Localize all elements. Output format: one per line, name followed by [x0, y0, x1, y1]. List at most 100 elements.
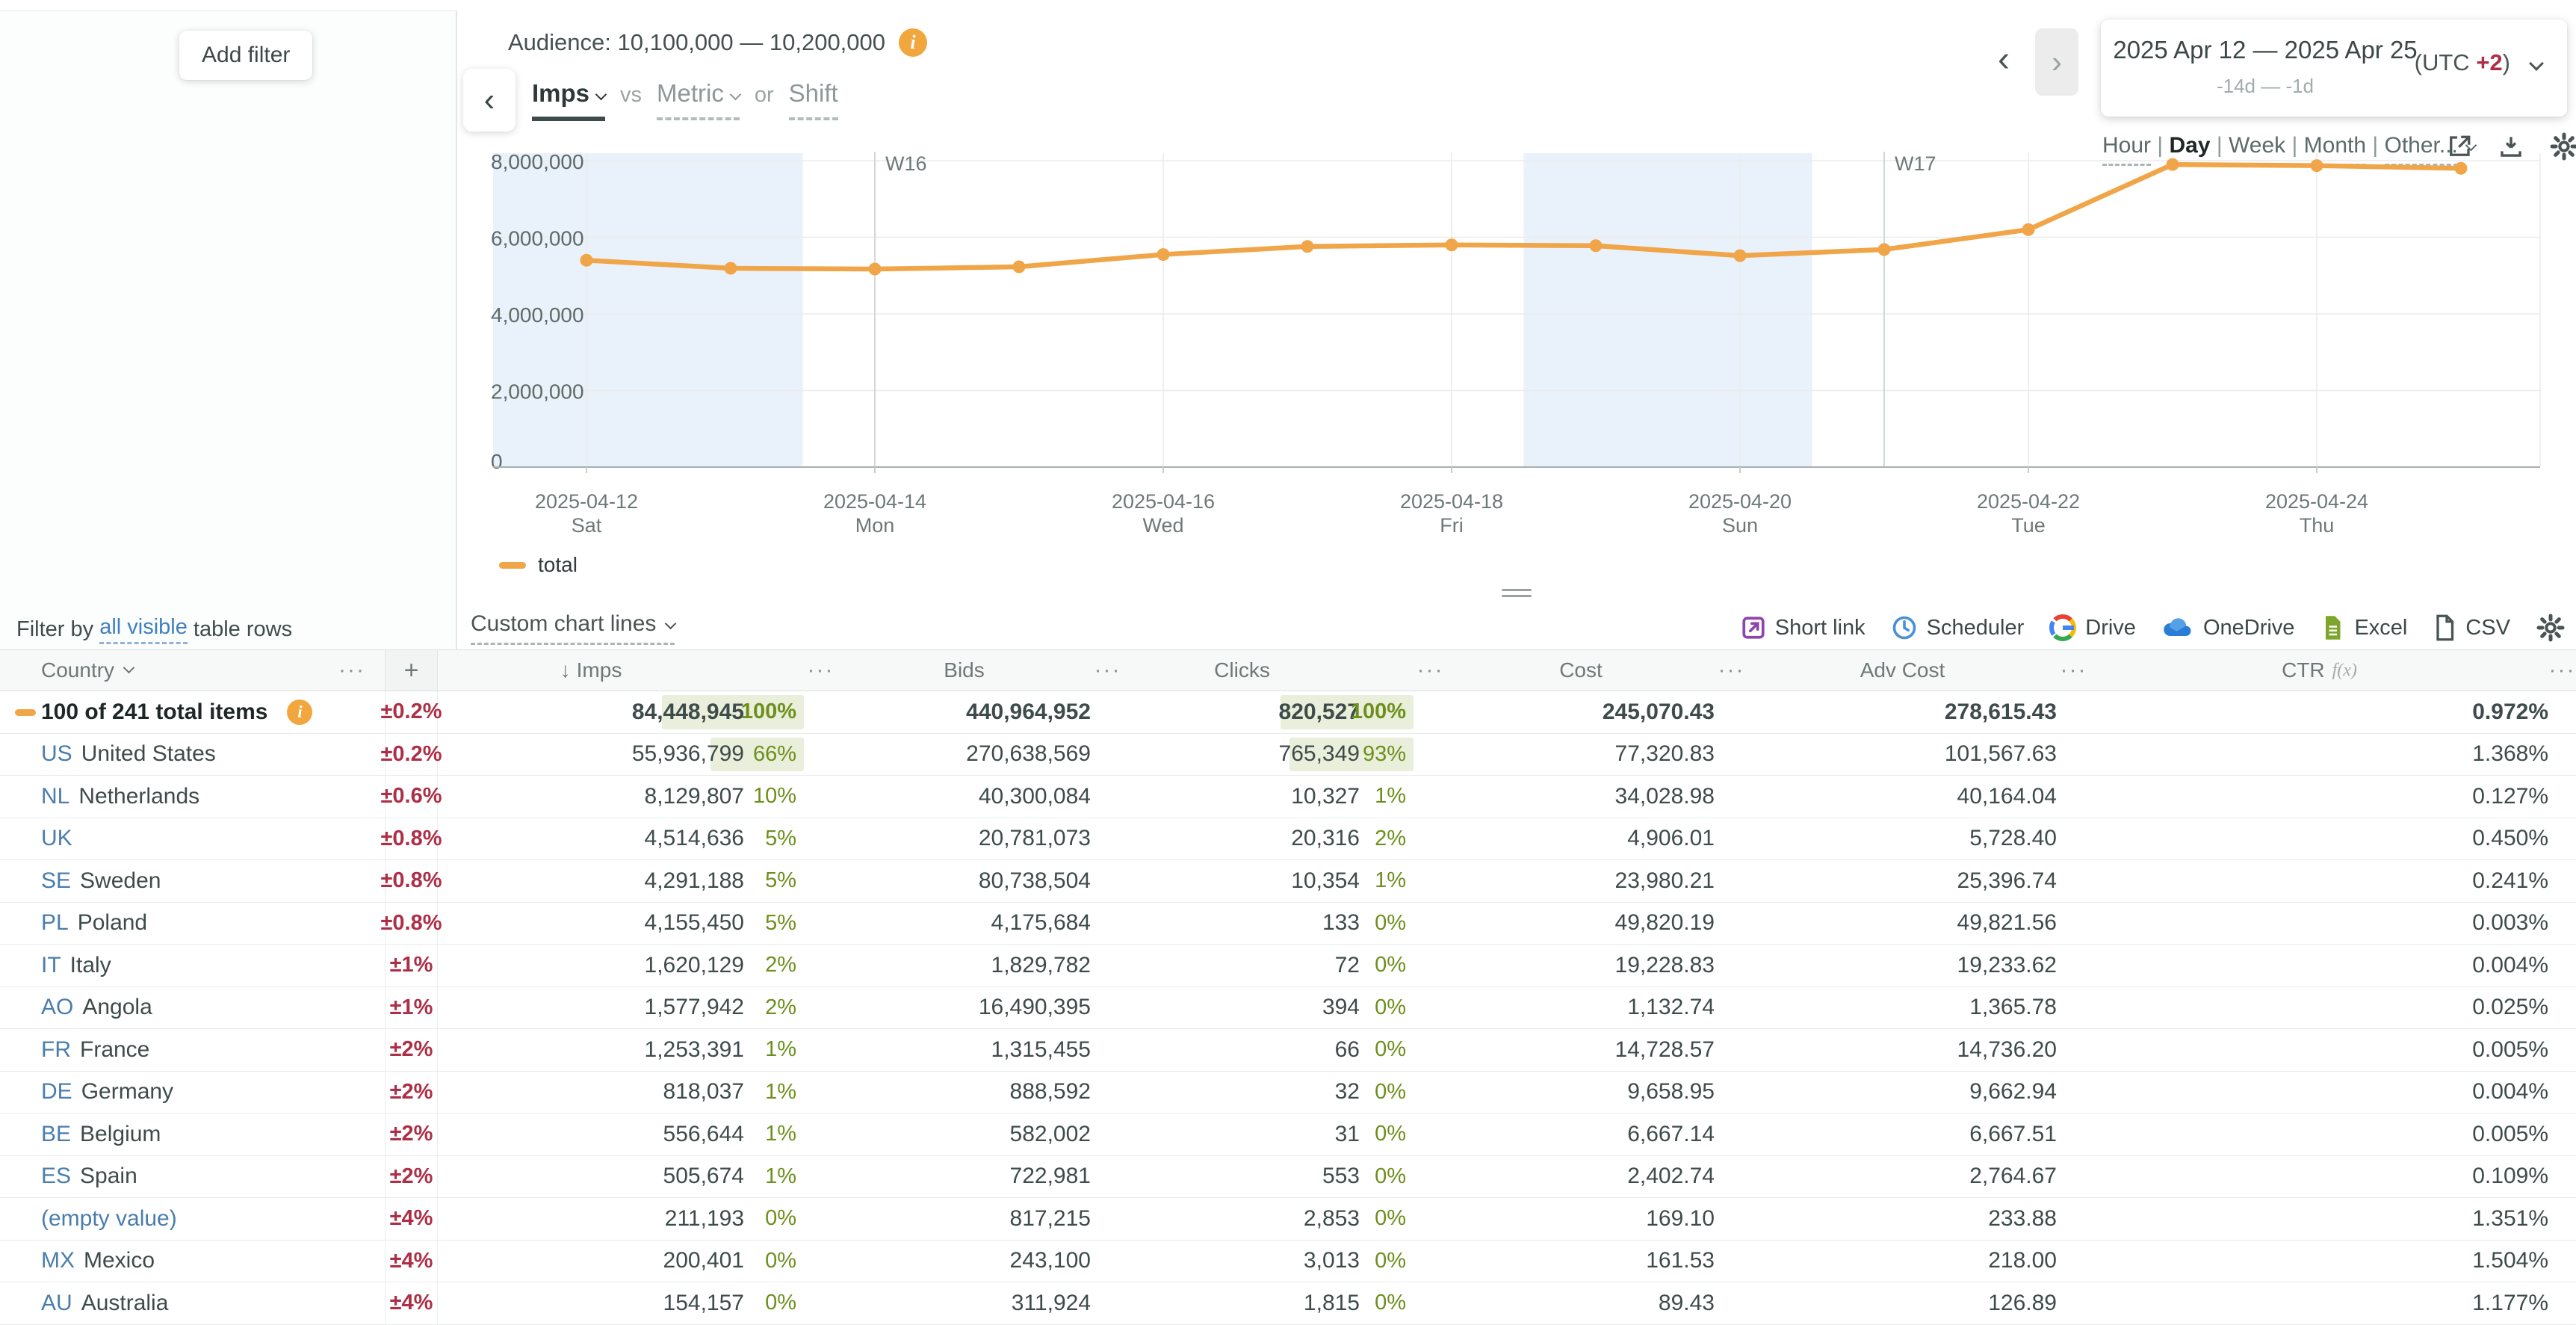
- sampling-error-cell: ±0.8%: [381, 818, 442, 860]
- svg-text:2025-04-18: 2025-04-18: [1400, 490, 1503, 513]
- spacer: [1715, 860, 1748, 902]
- download-icon[interactable]: [2498, 134, 2524, 159]
- country-cell[interactable]: ES Spain: [0, 1156, 385, 1198]
- filter-by-all-visible-link[interactable]: all visible: [99, 615, 188, 644]
- ctr-column-menu-icon[interactable]: ···: [2548, 658, 2576, 682]
- spacer: [2548, 734, 2576, 776]
- country-cell[interactable]: AU Australia: [0, 1282, 385, 1324]
- country-cell[interactable]: SE Sweden: [0, 860, 385, 902]
- open-in-new-icon[interactable]: [2446, 133, 2473, 160]
- column-header-clicks[interactable]: Clicks: [1214, 658, 1270, 682]
- country-cell[interactable]: IT Italy: [0, 945, 385, 986]
- granularity-option-hour[interactable]: Hour: [2102, 133, 2152, 166]
- clicks-column-menu-icon[interactable]: ···: [1417, 658, 1444, 682]
- csv-file-icon: [2433, 614, 2456, 641]
- table-row[interactable]: UK ±0.8% 4,514,636 5% 20,781,073 20,316 2% 4,90…: [0, 818, 2576, 861]
- imps-cell: 200,401: [663, 1248, 744, 1273]
- country-cell[interactable]: US United States: [0, 734, 385, 776]
- date-prev-button[interactable]: ‹: [1998, 40, 2010, 79]
- imps-column-menu-icon[interactable]: ···: [807, 658, 835, 682]
- table-row[interactable]: (empty value) ±4% 211,193 0% 817,215 2,853 0% 1…: [0, 1198, 2576, 1241]
- spacer: [1414, 691, 1447, 733]
- granularity-option-day[interactable]: Day: [2169, 133, 2211, 158]
- table-row[interactable]: MX Mexico ±4% 200,401 0% 243,100 3,013 0% 161.53…: [0, 1240, 2576, 1283]
- svg-text:Wed: Wed: [1142, 514, 1183, 537]
- spacer: [1715, 776, 1748, 818]
- table-row[interactable]: AO Angola ±1% 1,577,942 2% 16,490,395 394 0% 1,1…: [0, 986, 2576, 1030]
- gear-icon[interactable]: [2549, 132, 2576, 161]
- column-header-bids[interactable]: Bids: [944, 658, 985, 682]
- column-header-country[interactable]: Country ···: [0, 650, 385, 691]
- table-row[interactable]: PL Poland ±0.8% 4,155,450 5% 4,175,684 133 0% 49…: [0, 902, 2576, 945]
- column-header-ctr[interactable]: CTR f(x): [2282, 658, 2357, 682]
- clicks-pct-cell: 0%: [1375, 1164, 1406, 1188]
- country-cell[interactable]: NL Netherlands: [0, 776, 385, 818]
- country-cell[interactable]: 100 of 241 total items i: [0, 691, 385, 733]
- country-cell[interactable]: MX Mexico: [0, 1241, 385, 1282]
- export-onedrive-button[interactable]: OneDrive: [2161, 615, 2294, 640]
- audience-label: Audience: 10,100,000 — 10,200,000: [508, 29, 886, 55]
- date-range-picker[interactable]: 2025 Apr 12 — 2025 Apr 25 -14d — -1d (UT…: [2101, 19, 2567, 117]
- spacer: [1414, 1198, 1447, 1240]
- granularity-option-other[interactable]: Other...: [2384, 133, 2458, 166]
- table-gear-icon[interactable]: [2536, 613, 2566, 643]
- imps-cell: 1,253,391: [644, 1037, 744, 1062]
- export-csv-button[interactable]: CSV: [2433, 614, 2510, 641]
- country-name: Italy: [69, 952, 111, 977]
- secondary-metric-dropdown[interactable]: Metric: [657, 79, 742, 120]
- table-row[interactable]: SE Sweden ±0.8% 4,291,188 5% 80,738,504 10,354…: [0, 860, 2576, 903]
- bids-column-menu-icon[interactable]: ···: [1094, 658, 1121, 682]
- svg-text:2025-04-16: 2025-04-16: [1112, 490, 1215, 513]
- export-short-link-button[interactable]: Short link: [1741, 615, 1866, 640]
- table-row[interactable]: FR France ±2% 1,253,391 1% 1,315,455 66 0% 14,72…: [0, 1029, 2576, 1072]
- shift-toggle[interactable]: Shift: [788, 79, 838, 120]
- column-header-cost[interactable]: Cost: [1559, 658, 1603, 682]
- country-cell[interactable]: AO Angola: [0, 987, 385, 1029]
- export-scheduler-button[interactable]: Scheduler: [1891, 614, 2024, 641]
- date-next-button[interactable]: ›: [2035, 28, 2078, 96]
- country-cell[interactable]: UK: [0, 818, 385, 860]
- chart-resize-handle[interactable]: [1502, 589, 1532, 601]
- info-icon[interactable]: i: [287, 699, 313, 725]
- primary-metric-dropdown[interactable]: Imps: [532, 79, 607, 121]
- bids-cell: 4,175,684: [991, 910, 1091, 936]
- country-column-menu-icon[interactable]: ···: [338, 658, 365, 682]
- country-cell[interactable]: BE Belgium: [0, 1114, 385, 1155]
- export-label: Drive: [2085, 615, 2136, 640]
- table-summary-row[interactable]: 100 of 241 total items i ±0.2% 84,448,945 10…: [0, 691, 2576, 734]
- table-row[interactable]: ES Spain ±2% 505,674 1% 722,981 553 0% 2,402.74 2…: [0, 1155, 2576, 1199]
- export-excel-button[interactable]: Excel: [2320, 614, 2407, 641]
- spacer: [804, 1282, 837, 1324]
- custom-chart-lines-dropdown[interactable]: Custom chart lines: [471, 611, 677, 645]
- table-row[interactable]: NL Netherlands ±0.6% 8,129,807 10% 40,300,084…: [0, 776, 2576, 818]
- table-row[interactable]: BE Belgium ±2% 556,644 1% 582,002 31 0% 6,667.14…: [0, 1114, 2576, 1156]
- cost-column-menu-icon[interactable]: ···: [1718, 658, 1745, 682]
- country-cell[interactable]: (empty value): [0, 1198, 385, 1240]
- country-name: Germany: [81, 1079, 174, 1105]
- adv-cost-cell: 101,567.63: [1944, 741, 2057, 767]
- timeseries-chart[interactable]: 0 2,000,000 4,000,000 6,000,000 8,000,000 W16…: [457, 135, 2576, 553]
- info-icon[interactable]: i: [899, 28, 928, 57]
- country-cell[interactable]: PL Poland: [0, 903, 385, 945]
- adv-cost-cell: 2,764.67: [1969, 1164, 2057, 1189]
- export-drive-button[interactable]: Drive: [2049, 614, 2136, 641]
- table-row[interactable]: DE Germany ±2% 818,037 1% 888,592 32 0% 9,658.95…: [0, 1071, 2576, 1114]
- table-row[interactable]: AU Australia ±4% 154,157 0% 311,924 1,815 0% 89.…: [0, 1282, 2576, 1325]
- granularity-option-week[interactable]: Week: [2229, 133, 2286, 166]
- orange-dash-icon[interactable]: [15, 709, 36, 716]
- add-filter-button[interactable]: Add filter: [179, 31, 313, 80]
- table-row[interactable]: US United States ±0.2% 55,936,799 66% 270,638…: [0, 733, 2576, 776]
- column-header-imps[interactable]: ↓ Imps: [560, 658, 622, 682]
- column-header-adv-cost[interactable]: Adv Cost: [1860, 658, 1945, 682]
- clicks-pct-cell: 0%: [1375, 1079, 1406, 1104]
- table-row[interactable]: IT Italy ±1% 1,620,129 2% 1,829,782 72 0% 19,228…: [0, 945, 2576, 987]
- ctr-cell: 0.450%: [2472, 826, 2548, 851]
- country-cell[interactable]: DE Germany: [0, 1072, 385, 1114]
- add-column-button[interactable]: +: [385, 650, 438, 691]
- svg-text:Mon: Mon: [855, 514, 895, 537]
- adv-cost-column-menu-icon[interactable]: ···: [2060, 658, 2087, 682]
- country-cell[interactable]: FR France: [0, 1029, 385, 1071]
- collapse-panel-button[interactable]: ‹: [463, 69, 515, 132]
- spacer: [804, 691, 837, 733]
- chart-legend[interactable]: total: [499, 553, 578, 577]
